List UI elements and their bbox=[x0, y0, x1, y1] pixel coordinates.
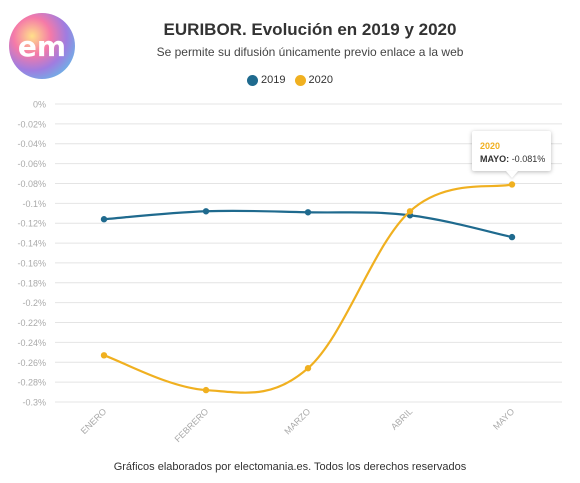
y-tick-label: -0.08% bbox=[17, 179, 46, 189]
series-lines bbox=[100, 181, 516, 394]
data-point-2020[interactable] bbox=[202, 386, 210, 394]
y-tick-label: -0.06% bbox=[17, 159, 46, 169]
data-point-2020[interactable] bbox=[100, 352, 108, 359]
data-point-2019[interactable] bbox=[100, 216, 108, 223]
grid-lines bbox=[55, 103, 562, 403]
y-tick-label: -0.16% bbox=[17, 258, 46, 268]
x-tick-label: MARZO bbox=[282, 406, 312, 436]
tooltip-category: MAYO: bbox=[480, 154, 510, 164]
y-tick-label: -0.2% bbox=[22, 298, 46, 308]
series-line-2020 bbox=[103, 183, 513, 394]
tooltip-value: -0.081% bbox=[511, 154, 546, 164]
data-tooltip: 2020 MAYO: -0.081% bbox=[472, 131, 551, 171]
data-point-2020[interactable] bbox=[304, 365, 312, 372]
y-axis-ticks: 0% -0.02% -0.04% -0.06% -0.08% -0.1% -0.12% -0.… bbox=[17, 100, 46, 408]
tooltip-series: 2020 bbox=[480, 141, 501, 151]
x-tick-label: MAYO bbox=[491, 406, 516, 431]
y-tick-label: -0.14% bbox=[17, 239, 46, 249]
data-point-2019[interactable] bbox=[508, 233, 516, 241]
footer-credits: Gráficos elaborados por electomania.es. … bbox=[113, 461, 467, 473]
y-tick-label: -0.18% bbox=[17, 278, 46, 288]
chart-title: EURIBOR. Evolución en 2019 y 2020 bbox=[163, 20, 457, 39]
logo-text: em bbox=[18, 30, 66, 63]
y-tick-label: -0.3% bbox=[22, 398, 46, 408]
chart-legend: 2019 2020 bbox=[0, 74, 580, 89]
electomania-logo: em bbox=[9, 13, 75, 79]
x-tick-label: ENERO bbox=[79, 406, 109, 436]
legend-swatch-2019 bbox=[246, 74, 258, 86]
y-tick-label: -0.04% bbox=[17, 139, 46, 149]
legend-swatch-2020 bbox=[294, 74, 306, 86]
data-point-2020[interactable] bbox=[508, 181, 516, 188]
legend-item-2020[interactable]: 2020 bbox=[294, 74, 334, 86]
y-tick-label: -0.1% bbox=[22, 199, 46, 209]
y-tick-label: 0% bbox=[33, 100, 46, 110]
data-point-2019[interactable] bbox=[202, 208, 210, 215]
x-axis-ticks: ENERO FEBRERO MARZO ABRIL MAYO bbox=[79, 406, 517, 444]
x-tick-label: ABRIL bbox=[389, 406, 414, 431]
y-tick-label: -0.02% bbox=[17, 119, 46, 129]
data-point-2020[interactable] bbox=[406, 208, 414, 215]
y-tick-label: -0.26% bbox=[17, 358, 46, 368]
tooltip-pointer bbox=[506, 171, 518, 178]
y-tick-label: -0.28% bbox=[17, 378, 46, 388]
x-tick-label: FEBRERO bbox=[173, 406, 211, 444]
chart-subtitle: Se permite su difusión únicamente previo… bbox=[156, 45, 464, 59]
y-tick-label: -0.12% bbox=[17, 219, 46, 229]
legend-label-2019: 2019 bbox=[260, 74, 286, 86]
y-tick-label: -0.22% bbox=[17, 318, 46, 328]
legend-label-2020: 2020 bbox=[308, 74, 334, 86]
y-tick-label: -0.24% bbox=[17, 338, 46, 348]
legend-item-2019[interactable]: 2019 bbox=[246, 74, 286, 86]
data-point-2019[interactable] bbox=[304, 209, 312, 216]
